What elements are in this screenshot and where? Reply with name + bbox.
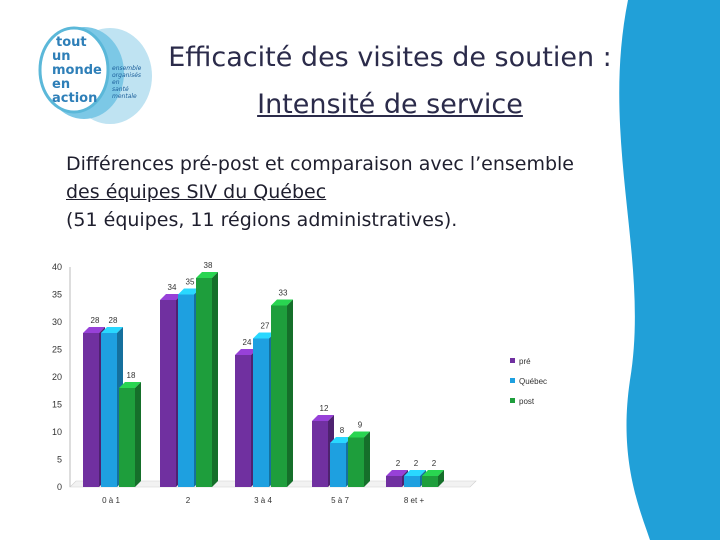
data-label: 33: [279, 289, 288, 298]
bar-top-2-0: [119, 382, 141, 388]
data-label: 34: [168, 283, 177, 292]
x-tick-label: 0 à 1: [102, 496, 120, 505]
bar-side-2-3: [364, 431, 370, 487]
bar-0-3: [312, 421, 328, 487]
bar-1-0: [101, 333, 117, 487]
data-label: 24: [243, 338, 252, 347]
bar-side-2-4: [438, 470, 444, 487]
bar-top-2-3: [348, 431, 370, 438]
bar-0-0: [83, 333, 99, 487]
bar-2-3: [348, 437, 364, 487]
y-tick-label: 35: [52, 290, 62, 300]
legend-swatch-2: [510, 398, 515, 403]
y-tick-label: 20: [52, 372, 62, 382]
bar-1-2: [253, 338, 269, 487]
bar-0-1: [160, 300, 176, 487]
bar-2-4: [422, 476, 438, 487]
bar-2-0: [119, 388, 135, 487]
data-label: 12: [320, 404, 329, 413]
bar-top-2-4: [422, 470, 444, 476]
y-tick-label: 10: [52, 427, 62, 437]
bar-top-0-0: [83, 327, 105, 333]
logo-word-2: un: [52, 49, 71, 64]
legend-label-1: Québec: [519, 377, 547, 386]
y-tick-label: 0: [57, 482, 62, 492]
bar-0-4: [386, 476, 402, 487]
x-tick-label: 3 à 4: [254, 496, 272, 505]
bar-top-2-2: [271, 299, 293, 306]
bar-top-1-4: [404, 470, 426, 476]
bar-top-1-0: [101, 327, 123, 333]
legend-label-2: post: [519, 397, 535, 406]
data-label: 27: [261, 322, 270, 331]
bar-side-2-1: [212, 272, 218, 487]
page-title: Efficacité des visites de soutien : Inte…: [140, 34, 640, 128]
bar-top-0-2: [235, 349, 257, 355]
data-label: 18: [127, 371, 136, 380]
x-tick-label: 8 et +: [404, 496, 425, 505]
bar-side-2-0: [135, 382, 141, 487]
bar-top-1-2: [253, 332, 275, 339]
legend-swatch-0: [510, 358, 515, 363]
y-tick-label: 40: [52, 262, 62, 272]
svg-text:tout un monde en: tout un monde en action: [52, 35, 106, 106]
y-tick-label: 25: [52, 345, 62, 355]
bar-top-0-4: [386, 470, 408, 476]
data-label: 2: [432, 459, 437, 468]
data-label: 28: [109, 316, 118, 325]
y-tick-label: 30: [52, 317, 62, 327]
logo-word-1: tout: [56, 35, 87, 50]
bar-top-2-1: [196, 272, 218, 278]
data-label: 35: [186, 278, 195, 287]
bar-1-3: [330, 443, 346, 487]
data-label: 2: [396, 459, 401, 468]
data-label: 2: [414, 459, 419, 468]
x-tick-label: 5 à 7: [331, 496, 349, 505]
subtitle-line-2: des équipes SIV du Québec: [66, 181, 327, 203]
bar-top-1-1: [178, 288, 200, 295]
logo-word-3: monde: [52, 63, 102, 78]
bar-1-1: [178, 294, 194, 487]
legend-swatch-1: [510, 378, 515, 383]
title-line-2: Intensité de service: [257, 89, 523, 120]
logo-word-5: action: [52, 91, 97, 106]
bar-2-2: [271, 305, 287, 487]
bar-top-1-3: [330, 437, 352, 443]
svg-text:ensemble organisés en: ensemble organisés en santé mentale: [112, 65, 143, 100]
data-label: 9: [358, 421, 363, 430]
y-tick-label: 15: [52, 400, 62, 410]
bar-1-4: [404, 476, 420, 487]
title-line-1: Efficacité des visites de soutien :: [168, 42, 612, 73]
data-label: 28: [91, 316, 100, 325]
x-tick-label: 2: [186, 496, 191, 505]
bar-0-2: [235, 355, 251, 487]
logo-heads: tout un monde en action ensemble organis…: [38, 26, 152, 124]
chart-subtitle: Différences pré-post et comparaison avec…: [66, 150, 626, 234]
subtitle-line-3: (51 équipes, 11 régions administratives)…: [66, 209, 458, 231]
y-tick-label: 5: [57, 455, 62, 465]
logo-word-4: en: [52, 77, 70, 92]
bar-side-2-2: [287, 299, 293, 487]
data-label: 8: [340, 426, 345, 435]
bar-2-1: [196, 278, 212, 487]
bar-top-0-3: [312, 415, 334, 421]
subtitle-line-1: Différences pré-post et comparaison avec…: [66, 153, 574, 175]
data-label: 38: [204, 261, 213, 270]
bar-top-0-1: [160, 294, 182, 300]
decorative-wave: [619, 0, 720, 540]
legend-label-0: pré: [519, 357, 531, 366]
